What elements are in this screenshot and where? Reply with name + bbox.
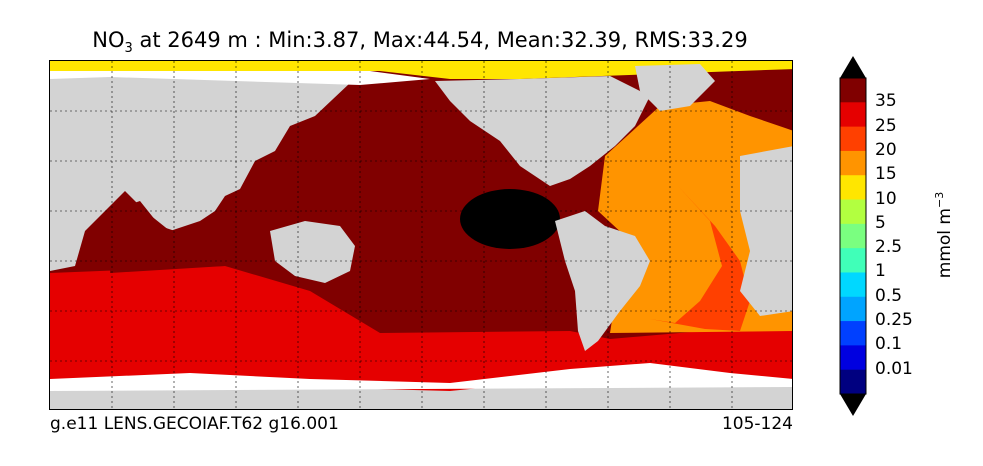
colorbar-tick-label: 35 — [875, 91, 897, 112]
units-base: mmol m — [934, 208, 955, 279]
colorbar-segment — [840, 296, 866, 322]
colorbar-tick-label: 25 — [875, 115, 897, 136]
year-range: 105-124 — [721, 414, 793, 434]
colorbar-segment — [840, 150, 866, 176]
colorbar-over-arrow — [840, 56, 866, 78]
colorbar-tick-label: 5 — [875, 212, 886, 233]
case-name: g.e11 LENS.GECOIAF.T62 g16.001 — [50, 414, 339, 434]
ocean-indian — [110, 201, 225, 273]
missing-antarctic-margin — [50, 363, 792, 391]
colorbar-segment — [840, 175, 866, 201]
graticule — [50, 61, 792, 409]
colorbar-segment — [840, 78, 866, 103]
land-greenland — [635, 64, 715, 111]
colorbar-segment — [840, 102, 866, 128]
colorbar-tick-label: 10 — [875, 188, 897, 209]
colorbar-under-arrow — [840, 394, 866, 416]
colorbar-segment — [840, 223, 866, 249]
colorbar-segment — [840, 126, 866, 152]
title-stats: at 2649 m : Min:3.87, Max:44.54, Mean:32… — [132, 28, 748, 52]
colorbar-segment — [840, 248, 866, 273]
title-species-subscript: 3 — [124, 41, 133, 57]
map-panel — [49, 60, 793, 410]
colorbar-tick-label: 2.5 — [875, 237, 903, 258]
land-eurasia-africa — [50, 71, 350, 271]
colorbar-segment — [840, 321, 866, 346]
land-north-america — [435, 76, 650, 186]
colorbar-segment — [840, 199, 866, 225]
colorbar-segment — [840, 272, 866, 298]
ocean-arctic — [50, 61, 792, 79]
ocean-south-atlantic-east — [650, 186, 750, 331]
colorbar-tick-label: 1 — [875, 261, 886, 282]
land-africa-east-edge — [740, 146, 792, 316]
map-title: NO3 at 2649 m : Min:3.87, Max:44.54, Mea… — [0, 28, 840, 56]
colorbar-outline — [839, 77, 867, 395]
colorbar-tick-label: 15 — [875, 164, 897, 185]
colorbar-tick-label: 20 — [875, 139, 897, 160]
world-map — [50, 61, 792, 409]
units-exponent: −3 — [933, 191, 947, 208]
title-species: NO — [92, 28, 125, 52]
missing-arctic — [50, 71, 430, 85]
colorbar-units: mmol m−3 — [933, 192, 955, 278]
colorbar-tick-label: 0.5 — [875, 285, 903, 306]
colorbar-segment — [840, 369, 866, 395]
colorbar — [839, 56, 867, 416]
colorbar-tick-label: 0.01 — [875, 358, 913, 379]
land-south-america — [555, 211, 650, 351]
min-region-tropical-pacific — [460, 189, 560, 249]
colorbar-tick-label: 0.1 — [875, 334, 903, 355]
colorbar-segment — [840, 345, 866, 371]
land-australia — [270, 221, 355, 283]
colorbar-tick-label: 0.25 — [875, 310, 913, 331]
